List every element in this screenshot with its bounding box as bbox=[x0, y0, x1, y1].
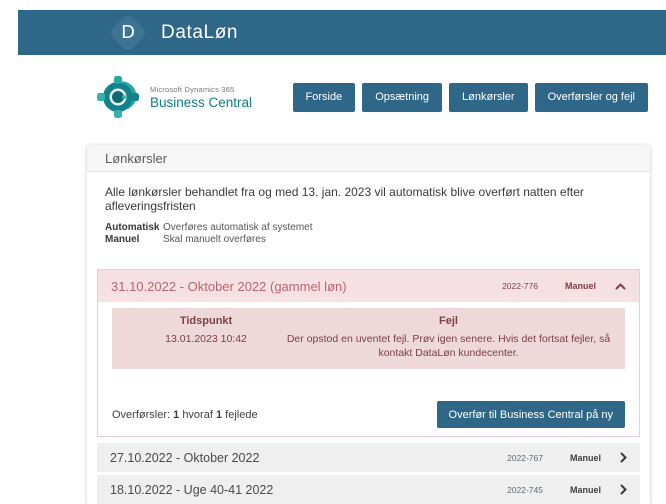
business-central-wordmark: Microsoft Dynamics 365 Business Central bbox=[150, 85, 252, 110]
legend-term: Manuel bbox=[105, 234, 140, 245]
error-detail-box: Tidspunkt 13.01.2023 10:42 Fejl Der opst… bbox=[112, 308, 625, 369]
run-mode-badge: Manuel bbox=[564, 281, 596, 291]
run-code: 2022-776 bbox=[502, 281, 538, 291]
run-list: 27.10.2022 - Oktober 2022 2022-767 Manue… bbox=[97, 443, 640, 504]
chevron-right-icon[interactable] bbox=[620, 484, 627, 495]
legend: Automatisk Overføres automatisk af syste… bbox=[105, 222, 632, 246]
run-mode-badge: Manuel bbox=[569, 484, 601, 495]
transfers-failed-count: 1 bbox=[215, 408, 223, 421]
nav-button-forside[interactable]: Forside bbox=[292, 82, 356, 112]
transfers-tail: fejlede bbox=[225, 408, 258, 421]
nav-button-overforsler-og-fejl[interactable]: Overførsler og fejl bbox=[534, 82, 648, 112]
brand-title: DataLøn bbox=[161, 21, 239, 43]
lonkorsler-card: Lønkørsler Alle lønkørsler behandlet fra… bbox=[87, 145, 650, 504]
business-central-icon bbox=[97, 76, 139, 118]
nav-button-lonkorsler[interactable]: Lønkørsler bbox=[449, 82, 528, 112]
retry-transfer-button[interactable]: Overfør til Business Central på ny bbox=[436, 401, 625, 428]
legend-term: Automatisk bbox=[105, 222, 160, 233]
legend-row-manuel: Manuel Skal manuelt overføres bbox=[105, 234, 632, 246]
run-footer: Overførsler: 1 hvoraf 1 fejlede Overfør … bbox=[112, 401, 625, 428]
transfers-conj: hvoraf bbox=[182, 408, 213, 421]
business-central-label: Business Central bbox=[150, 94, 253, 110]
run-row[interactable]: 27.10.2022 - Oktober 2022 2022-767 Manue… bbox=[97, 443, 640, 472]
transfers-count: 1 bbox=[173, 408, 180, 421]
run-title: 18.10.2022 - Uge 40-41 2022 bbox=[110, 482, 274, 497]
card-header: Lønkørsler bbox=[87, 145, 650, 172]
datalon-diamond-icon: D bbox=[108, 12, 148, 53]
run-title: 27.10.2022 - Oktober 2022 bbox=[110, 450, 260, 465]
nav-button-opsaetning[interactable]: Opsætning bbox=[362, 82, 443, 112]
run-row[interactable]: 18.10.2022 - Uge 40-41 2022 2022-745 Man… bbox=[97, 475, 640, 504]
secondary-header: Microsoft Dynamics 365 Business Central … bbox=[95, 73, 648, 121]
legend-row-automatisk: Automatisk Overføres automatisk af syste… bbox=[105, 222, 632, 234]
run-code: 2022-767 bbox=[507, 452, 543, 463]
time-value: 13.01.2023 10:42 bbox=[165, 333, 247, 345]
error-message: Der opstod en uventet fejl. Prøv igen se… bbox=[286, 333, 611, 359]
chevron-up-icon[interactable] bbox=[615, 282, 626, 290]
chevron-right-icon[interactable] bbox=[620, 452, 627, 463]
error-label: Fejl bbox=[439, 315, 458, 327]
nav-button-group: Forside Opsætning Lønkørsler Overførsler… bbox=[292, 82, 648, 112]
datalon-d-glyph: D bbox=[121, 22, 135, 43]
card-description: Alle lønkørsler behandlet fra og med 13.… bbox=[105, 185, 584, 213]
transfers-label: Overførsler: bbox=[112, 408, 171, 421]
run-panel-expanded: 31.10.2022 - Oktober 2022 (gammel løn) 2… bbox=[97, 269, 640, 437]
dynamics-365-label: Microsoft Dynamics 365 bbox=[150, 84, 235, 94]
run-header-expanded[interactable]: 31.10.2022 - Oktober 2022 (gammel løn) 2… bbox=[98, 270, 639, 302]
error-message-column: Fejl Der opstod en uventet fejl. Prøv ig… bbox=[286, 315, 611, 360]
run-title: 31.10.2022 - Oktober 2022 (gammel løn) bbox=[111, 278, 347, 294]
card-title: Lønkørsler bbox=[105, 150, 168, 166]
time-label: Tidspunkt bbox=[179, 315, 233, 327]
legend-definition: Overføres automatisk af systemet bbox=[163, 222, 313, 233]
legend-definition: Skal manuelt overføres bbox=[163, 234, 266, 245]
top-brand-bar: D DataLøn bbox=[18, 10, 666, 55]
error-time-column: Tidspunkt 13.01.2023 10:42 bbox=[126, 315, 286, 360]
transfers-summary: Overførsler: 1 hvoraf 1 fejlede bbox=[112, 409, 258, 421]
run-error-body: Tidspunkt 13.01.2023 10:42 Fejl Der opst… bbox=[98, 302, 639, 436]
run-code: 2022-745 bbox=[507, 484, 543, 495]
run-mode-badge: Manuel bbox=[569, 452, 601, 463]
business-central-logo: Microsoft Dynamics 365 Business Central bbox=[95, 74, 252, 120]
